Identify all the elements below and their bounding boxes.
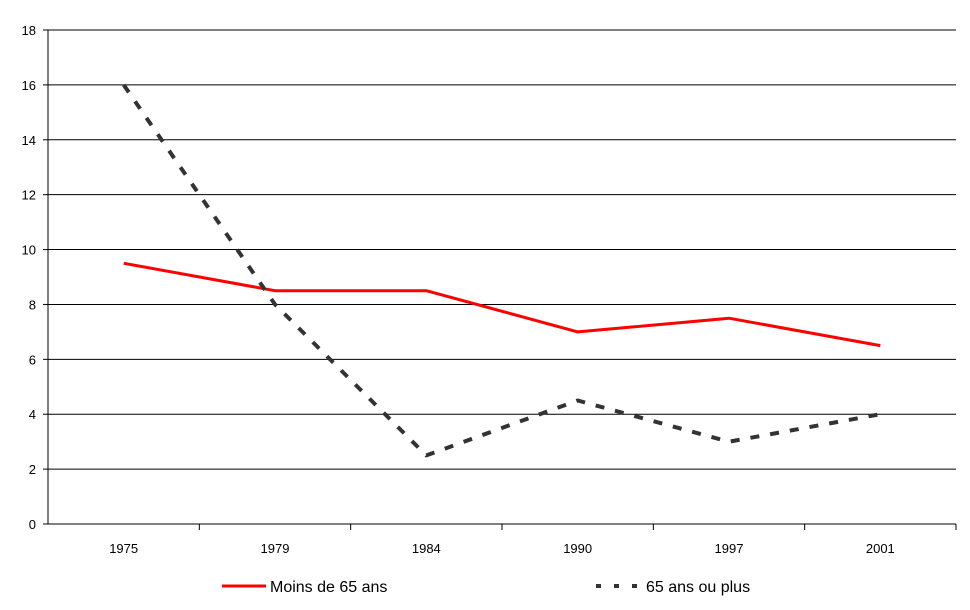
y-tick-label: 6 <box>29 352 36 367</box>
y-tick-label: 14 <box>22 133 36 148</box>
y-tick-label: 4 <box>29 407 36 422</box>
x-tick-label: 2001 <box>866 541 895 556</box>
x-tick-label: 1990 <box>563 541 592 556</box>
series-lines <box>124 85 881 456</box>
x-tick-label: 1984 <box>412 541 441 556</box>
y-tick-label: 10 <box>22 243 36 258</box>
x-tick-label: 1979 <box>261 541 290 556</box>
axes <box>43 30 956 530</box>
y-tick-labels: 0 2 4 6 8 10 12 14 16 18 <box>22 23 36 532</box>
y-tick-label: 16 <box>22 78 36 93</box>
legend-item: 65 ans ou plus <box>596 579 750 596</box>
legend-label: Moins de 65 ans <box>270 579 387 596</box>
x-tick-label: 1997 <box>715 541 744 556</box>
series-line-2 <box>124 85 881 456</box>
x-tick-label: 1975 <box>109 541 138 556</box>
gridlines <box>48 30 956 469</box>
y-tick-label: 18 <box>22 23 36 38</box>
y-tick-label: 8 <box>29 297 36 312</box>
legend: Moins de 65 ans 65 ans ou plus <box>222 579 750 596</box>
legend-label: 65 ans ou plus <box>646 579 750 596</box>
y-tick-label: 2 <box>29 462 36 477</box>
y-tick-label: 12 <box>22 188 36 203</box>
y-tick-label: 0 <box>29 517 36 532</box>
x-tick-labels: 1975 1979 1984 1990 1997 2001 <box>109 541 895 556</box>
legend-item: Moins de 65 ans <box>222 579 387 596</box>
